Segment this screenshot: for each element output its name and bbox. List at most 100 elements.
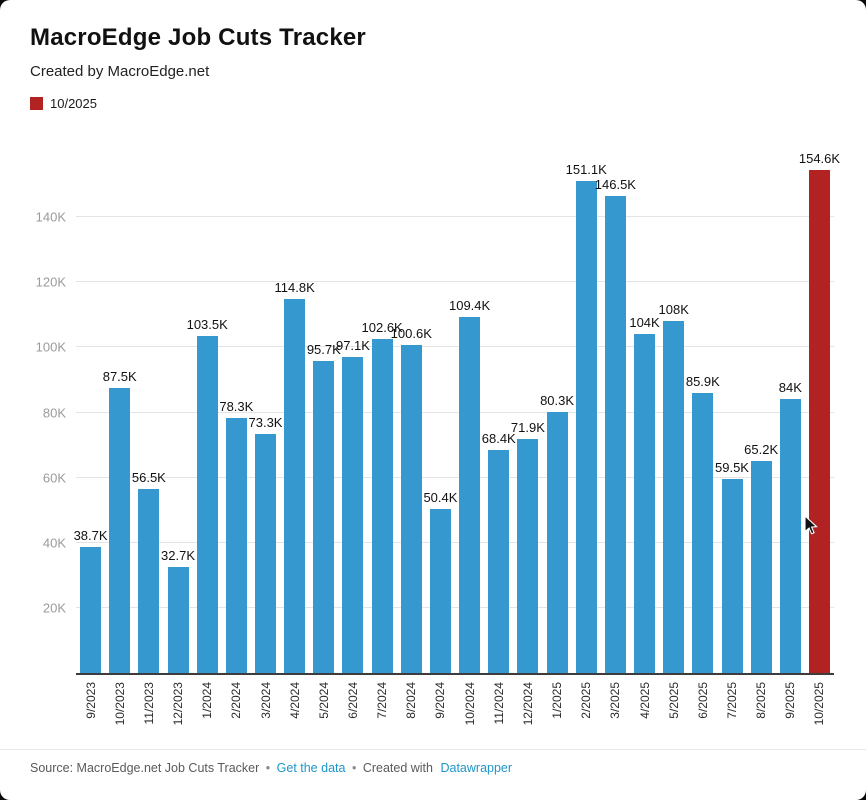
bar-10-2024[interactable]: 109.4K (449, 298, 490, 673)
gridline (76, 606, 834, 608)
bar-8-2024[interactable]: 100.6K (391, 326, 432, 673)
gridline (76, 281, 834, 283)
x-axis-labels: 9/2023 10/2023 11/2023 12/2023 1/2024 2/2024 3… (76, 675, 834, 735)
bar-1-2024[interactable]: 103.5K (187, 317, 228, 673)
x-axis-tick-label: 1/2024 (200, 682, 215, 719)
bar-value-label: 59.5K (715, 460, 749, 476)
chart-header: MacroEdge Job Cuts Tracker Created by Ma… (30, 24, 838, 111)
x-axis-tick-label: 12/2024 (520, 682, 535, 726)
x-axis-tick-label: 4/2024 (287, 682, 302, 719)
bar-9-2023[interactable]: 38.7K (74, 528, 108, 673)
x-axis-slot: 12/2024 (513, 675, 542, 735)
bar-3-2025[interactable]: 146.5K (595, 177, 636, 673)
bar-3-2024[interactable]: 73.3K (249, 415, 282, 673)
get-the-data-link[interactable]: Get the data (276, 761, 346, 775)
gridline (76, 541, 834, 543)
bar-slot: 78.3K (219, 165, 253, 673)
bar-value-label: 97.1K (335, 337, 370, 353)
bar-5-2024[interactable]: 95.7K (307, 342, 341, 673)
bar-slot: 65.2K (744, 165, 778, 673)
bar-12-2023[interactable]: 32.7K (161, 548, 195, 673)
x-axis-tick-label: 8/2024 (404, 682, 419, 719)
x-axis-tick-label: 11/2024 (491, 682, 506, 725)
x-axis-tick-label: 2/2025 (579, 682, 594, 719)
bar-value-label: 71.9K (510, 419, 545, 435)
bar-value-label: 102.6K (361, 319, 403, 335)
bar-value-label: 73.3K (248, 415, 283, 431)
y-axis-tick-label: 100K (35, 339, 66, 355)
x-axis-slot: 8/2024 (397, 675, 426, 735)
bar-1-2025[interactable]: 80.3K (540, 393, 574, 673)
legend-swatch (30, 97, 43, 110)
chart-title: MacroEdge Job Cuts Tracker (30, 24, 366, 51)
bar-value-label: 114.8K (274, 280, 315, 296)
y-axis-tick-label: 120K (35, 274, 66, 290)
bar-chart: 38.7K 87.5K 56.5K 32.7K 103.5K 78.3K 73.3K 114.… (36, 151, 840, 735)
bar-value-label: 32.7K (161, 547, 196, 563)
x-axis-slot: 1/2024 (193, 675, 222, 735)
x-axis-slot: 11/2023 (134, 675, 163, 735)
bar-value-label: 109.4K (448, 297, 491, 313)
bar-2-2025[interactable]: 151.1K (566, 162, 607, 673)
y-axis-tick-label: 60K (42, 470, 66, 486)
bar-value-label: 100.6K (390, 326, 432, 342)
bar-value-label: 84K (778, 380, 802, 396)
bar-6-2025[interactable]: 85.9K (686, 374, 720, 673)
gridline (76, 411, 834, 413)
bar-value-label: 87.5K (102, 369, 137, 385)
x-axis-slot: 12/2023 (163, 675, 192, 735)
x-axis-slot: 10/2024 (455, 675, 484, 735)
x-axis-slot: 3/2025 (601, 675, 630, 735)
bar-12-2024[interactable]: 71.9K (511, 420, 545, 673)
bar-8-2025[interactable]: 65.2K (744, 442, 778, 673)
bar-slot: 80.3K (540, 165, 574, 673)
bar-9-2024[interactable]: 50.4K (423, 490, 457, 673)
bar-slot: 95.7K (307, 165, 341, 673)
bar-10-2025[interactable]: 154.6K (799, 151, 840, 673)
x-axis-tick-label: 3/2024 (258, 682, 273, 719)
x-axis-tick-label: 10/2023 (112, 682, 127, 726)
bar-6-2024[interactable]: 97.1K (336, 338, 370, 673)
bar-slot: 114.8K (275, 165, 315, 673)
created-with-text: Created with (362, 761, 433, 775)
x-axis-slot: 5/2025 (659, 675, 688, 735)
footer-separator: • (265, 761, 271, 775)
gridline (76, 346, 834, 348)
x-axis-tick-label: 4/2025 (637, 682, 652, 719)
bar-4-2025[interactable]: 104K (629, 315, 660, 673)
bar-2-2024[interactable]: 78.3K (219, 399, 253, 673)
bar-slot: 50.4K (423, 165, 457, 673)
bar-5-2025[interactable]: 108K (659, 302, 689, 673)
y-axis-tick-label: 80K (42, 405, 66, 420)
bar-value-label: 80.3K (540, 392, 575, 408)
bar-slot: 32.7K (161, 165, 195, 673)
bar-slot: 85.9K (686, 165, 720, 673)
bar-10-2023[interactable]: 87.5K (103, 369, 137, 673)
y-axis-tick-label: 140K (35, 209, 66, 225)
chart-subtitle: Created by MacroEdge.net (30, 63, 210, 80)
bar-7-2025[interactable]: 59.5K (715, 460, 749, 673)
bar-4-2024[interactable]: 114.8K (275, 280, 315, 673)
bar-slot: 68.4K (482, 165, 516, 673)
bar-11-2024[interactable]: 68.4K (482, 431, 516, 673)
x-axis-tick-label: 8/2025 (754, 682, 769, 719)
legend-label: 10/2025 (50, 96, 97, 111)
bar-9-2025[interactable]: 84K (779, 380, 802, 673)
x-axis-slot: 10/2023 (105, 675, 134, 735)
x-axis-slot: 11/2024 (484, 675, 513, 735)
gridline (76, 476, 834, 478)
x-axis-slot: 8/2025 (747, 675, 776, 735)
x-axis-tick-label: 5/2025 (666, 682, 681, 719)
chart-footer: Source: MacroEdge.net Job Cuts Tracker •… (0, 749, 866, 775)
datawrapper-link[interactable]: Datawrapper (440, 761, 513, 775)
bar-slot: 87.5K (103, 165, 137, 673)
x-axis-tick-label: 7/2024 (375, 682, 390, 719)
x-axis-slot: 10/2025 (805, 675, 834, 735)
bar-value-label: 38.7K (73, 527, 108, 543)
bar-slot: 56.5K (132, 165, 166, 673)
bar-11-2023[interactable]: 56.5K (132, 470, 166, 673)
bar-value-label: 151.1K (565, 161, 607, 177)
bar-value-label: 154.6K (798, 150, 841, 166)
bar-value-label: 68.4K (481, 431, 516, 447)
bar-7-2024[interactable]: 102.6K (362, 320, 403, 673)
